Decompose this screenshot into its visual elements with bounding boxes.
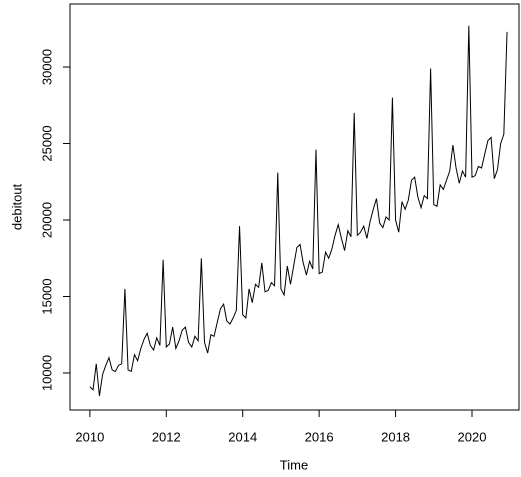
x-tick-label: 2010 — [75, 429, 104, 444]
y-tick-label: 25000 — [39, 125, 54, 161]
y-tick-label: 10000 — [39, 355, 54, 391]
y-axis-title: debitout — [9, 183, 24, 230]
x-tick-label: 2020 — [458, 429, 487, 444]
series-line — [89, 25, 508, 397]
y-tick-label: 15000 — [39, 278, 54, 314]
x-tick-label: 2012 — [152, 429, 181, 444]
x-tick-label: 2016 — [305, 429, 334, 444]
y-tick-label: 20000 — [39, 202, 54, 238]
x-axis-title: Time — [280, 457, 308, 472]
plot-box — [69, 3, 520, 411]
x-tick-label: 2014 — [228, 429, 257, 444]
y-tick-label: 30000 — [39, 49, 54, 85]
x-tick-label: 2018 — [381, 429, 410, 444]
